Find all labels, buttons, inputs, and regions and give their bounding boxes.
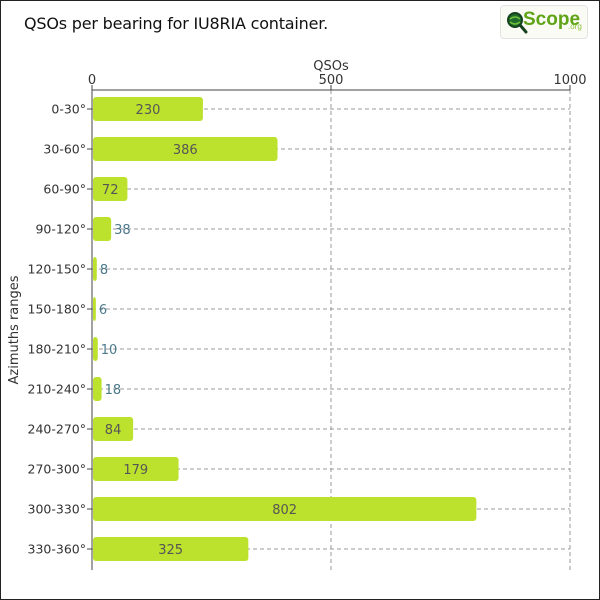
logo-name: Scope [523, 9, 581, 30]
value-label: 38 [114, 223, 131, 238]
bar [93, 457, 179, 481]
bar [93, 177, 128, 201]
bar [93, 297, 96, 321]
value-label: 18 [105, 383, 122, 398]
bar [93, 97, 203, 121]
bar [93, 537, 249, 561]
bar [93, 217, 112, 241]
x-tick-labels: 0 500 1000 [88, 73, 587, 88]
category-label: 270-300° [28, 462, 86, 477]
bars [93, 97, 477, 561]
x-tick-label: 500 [319, 73, 344, 88]
category-label: 300-330° [28, 502, 86, 517]
category-label: 210-240° [28, 382, 86, 397]
bar [93, 417, 134, 441]
chart-title: QSOs per bearing for IU8RIA container. [24, 14, 329, 33]
bar [93, 337, 98, 361]
category-labels: 0-30° 30-60° 60-90° 90-120° 120-150° 150-180°… [28, 102, 86, 557]
category-label: 90-120° [35, 222, 86, 237]
x-tick-label: 1000 [553, 73, 586, 88]
category-label: 60-90° [43, 182, 86, 197]
value-label: 10 [101, 343, 118, 358]
qscope-logo[interactable]: Scope .org [500, 5, 588, 39]
y-axis-label: Azimuths ranges [7, 275, 22, 384]
category-label: 0-30° [51, 102, 86, 117]
category-label: 120-150° [28, 262, 86, 277]
category-label: 240-270° [28, 422, 86, 437]
category-label: 30-60° [43, 142, 86, 157]
value-label: 802 [272, 503, 297, 518]
bar [93, 257, 97, 281]
category-label: 330-360° [28, 542, 86, 557]
bar [93, 137, 278, 161]
value-label: 8 [100, 263, 108, 278]
value-label: 386 [173, 143, 198, 158]
axes [87, 85, 571, 570]
value-label: 6 [99, 303, 107, 318]
value-label: 72 [102, 183, 119, 198]
x-tick-label: 0 [88, 73, 96, 88]
qscope-logo-icon [507, 12, 528, 34]
value-label: 230 [136, 103, 161, 118]
category-label: 150-180° [28, 302, 86, 317]
bar [93, 377, 102, 401]
value-label: 84 [105, 423, 122, 438]
logo-suffix: .org [568, 22, 582, 31]
x-axis-label: QSOs [313, 59, 349, 74]
category-label: 180-210° [28, 342, 86, 357]
value-labels: 230 386 72 38 8 6 10 18 84 179 802 325 [99, 103, 297, 558]
value-label: 179 [123, 463, 148, 478]
bar [93, 497, 477, 521]
value-label: 325 [158, 543, 183, 558]
